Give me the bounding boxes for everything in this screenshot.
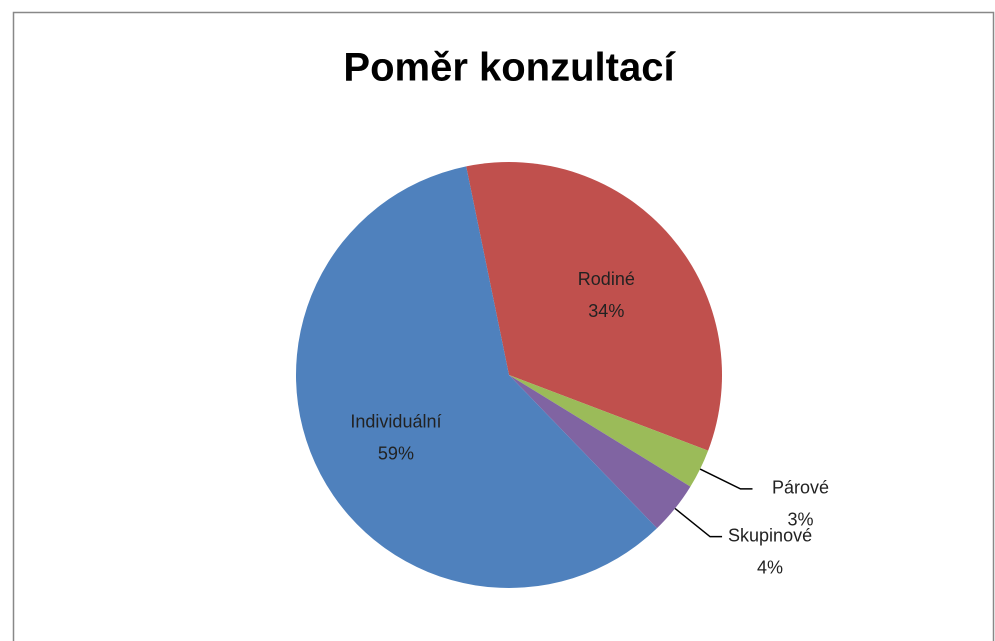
chart-title: Poměr konzultací [343,46,676,90]
slice-value-label: 59% [378,443,414,463]
slice-value-label: 34% [588,301,624,321]
pie-slice [509,375,709,487]
slice-label: Rodiné [578,269,635,289]
pie-slice [466,162,722,451]
slice-label: Párové [772,478,829,498]
leader-line [674,507,723,538]
slice-label: Skupinové [728,525,812,545]
pie-slice [296,166,657,589]
leader-line [699,468,753,490]
slice-label: Individuální [350,411,441,431]
slice-value-label: 4% [757,557,783,577]
pie-slice [509,375,691,529]
slice-value-label: 3% [787,510,813,530]
